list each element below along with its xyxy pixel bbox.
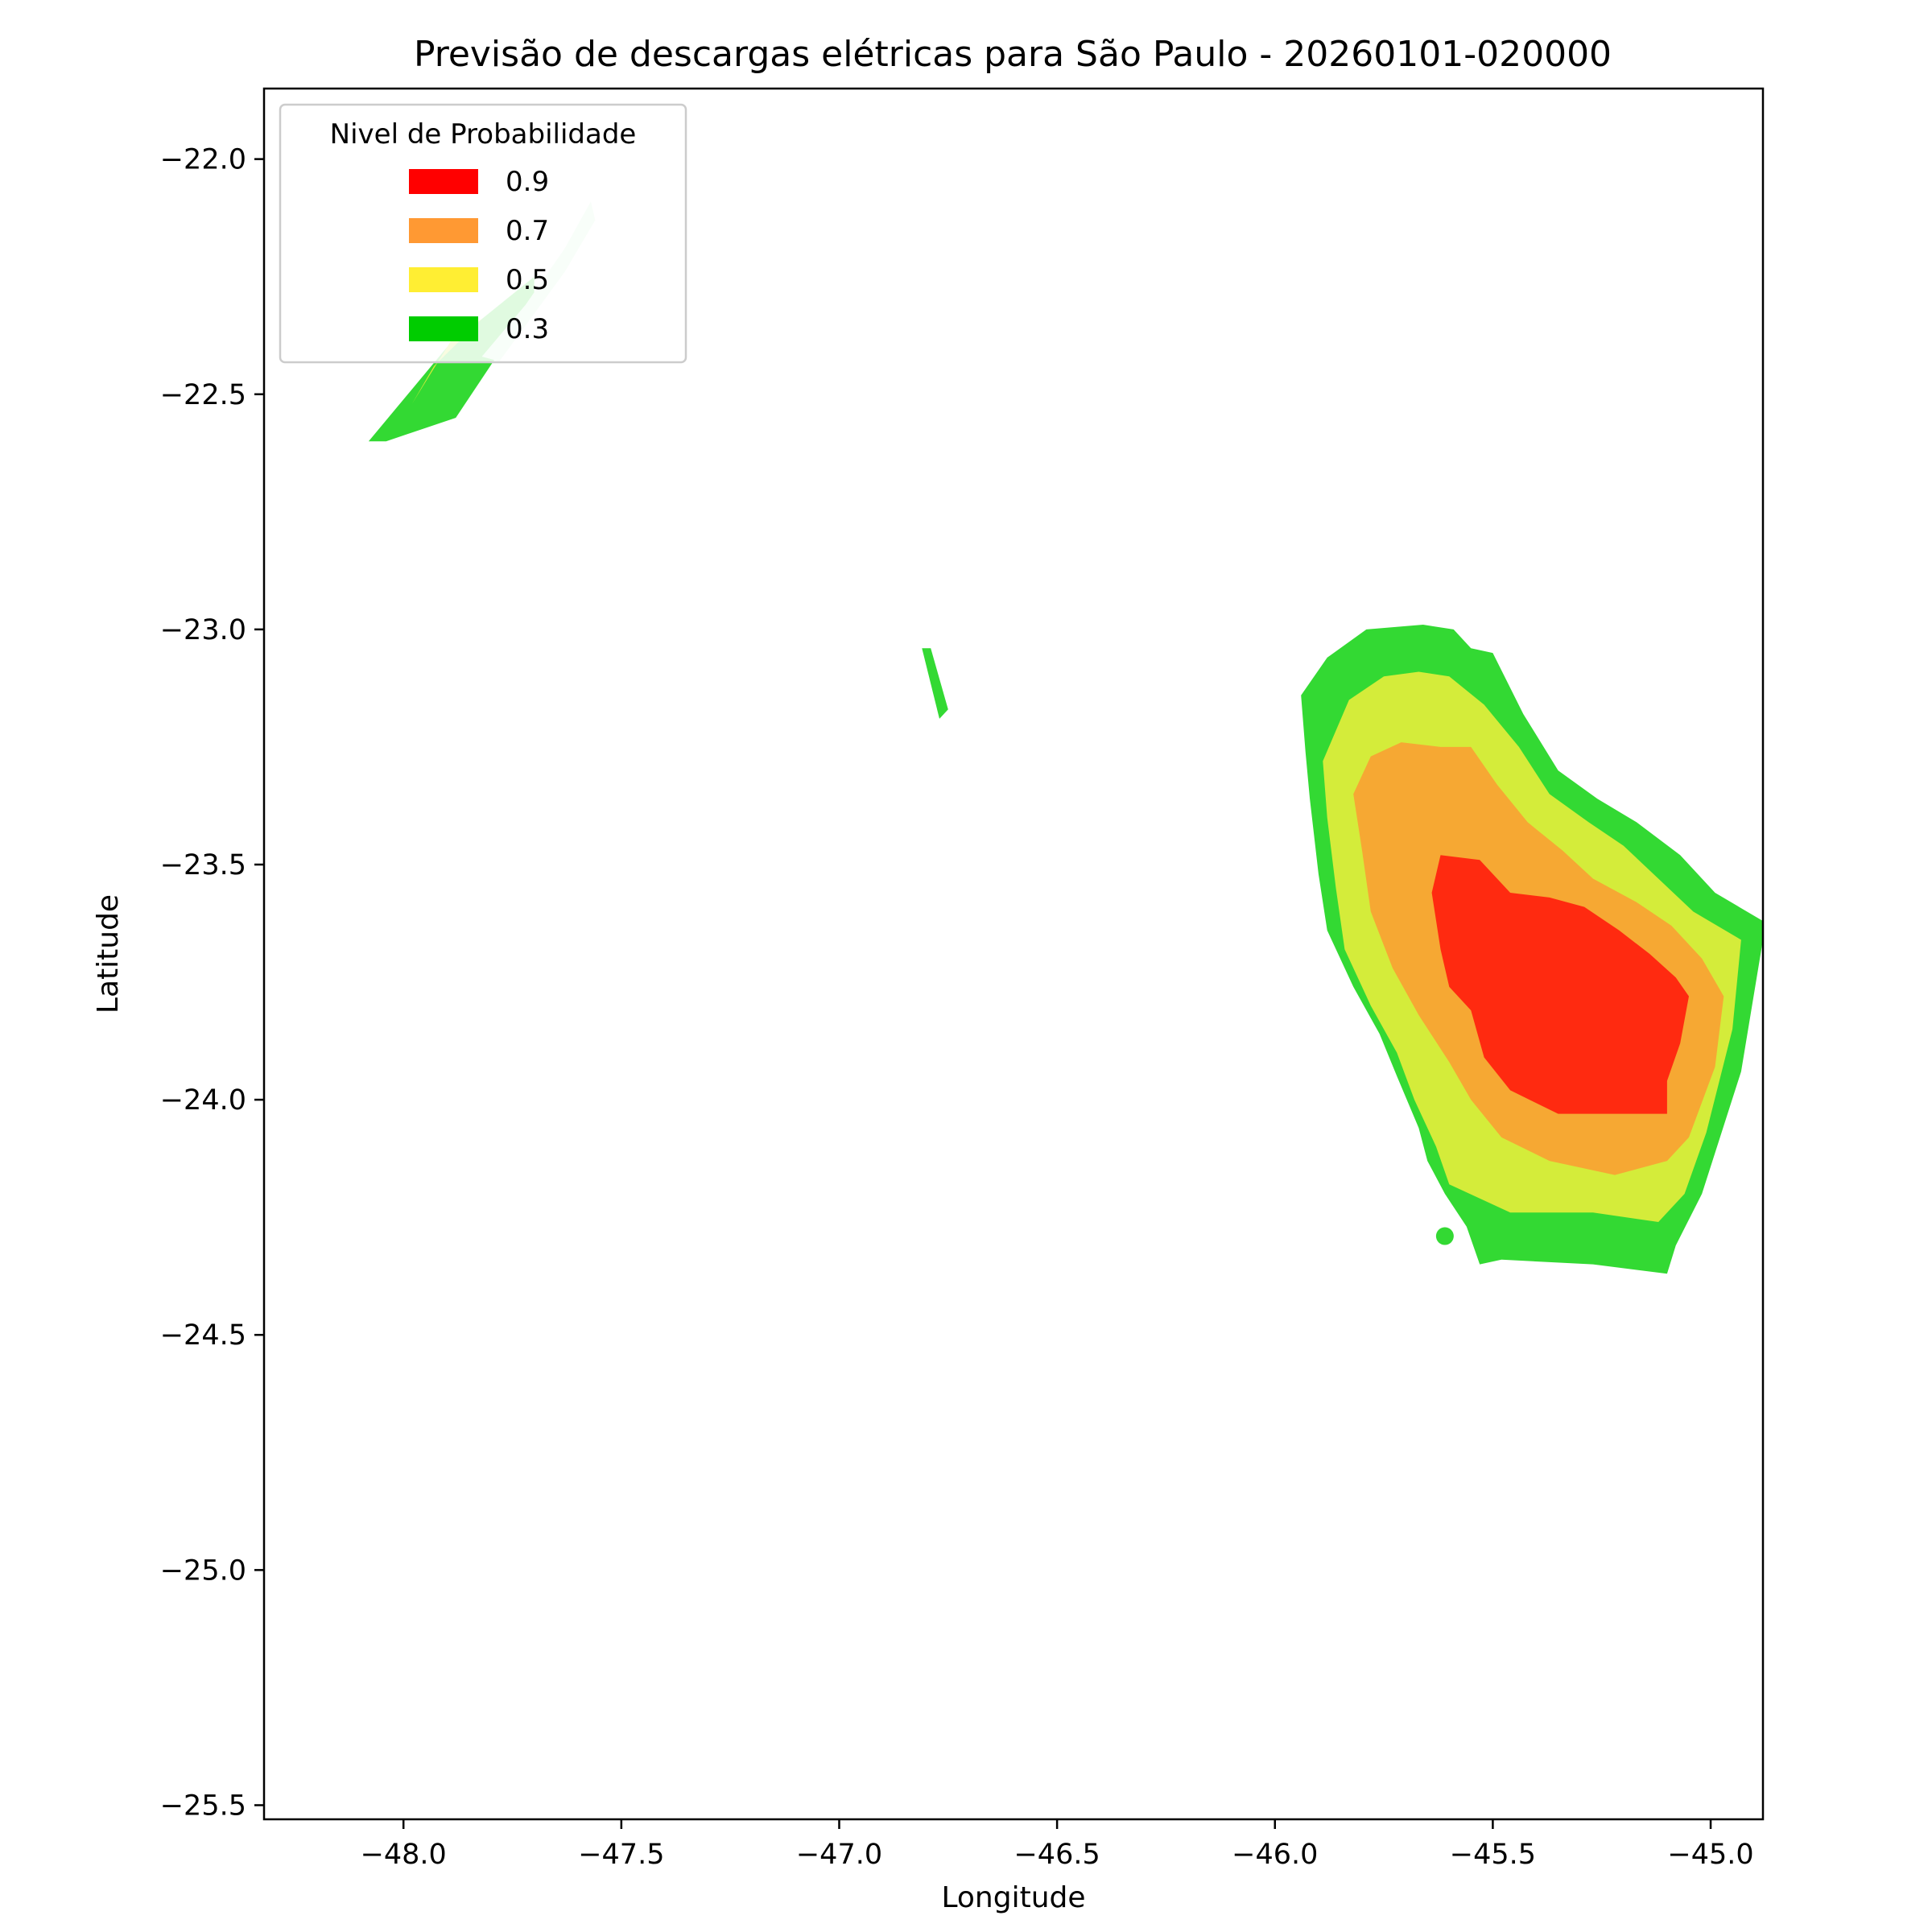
y-axis: −22.0 −22.5 −23.0 −23.5 −24.0 −24.5 −25.0 −25.5	[160, 144, 264, 1822]
x-tick-label: −47.5	[578, 1839, 664, 1871]
legend: Nivel de Probabilidade 0.9 0.7 0.5 0.3	[279, 103, 687, 364]
legend-label: 0.3	[506, 313, 549, 345]
y-tick-label: −22.0	[160, 144, 246, 176]
legend-swatch	[409, 169, 478, 194]
y-tick-label: −24.5	[160, 1319, 246, 1352]
x-tick-label: −48.0	[361, 1839, 447, 1871]
legend-label: 0.7	[506, 215, 549, 247]
y-tick-label: −25.0	[160, 1554, 246, 1587]
y-tick-label: −25.5	[160, 1790, 246, 1822]
plot-regions	[368, 201, 1763, 1274]
legend-swatch	[409, 267, 478, 292]
legend-box	[279, 103, 687, 364]
contour-spot-0	[1435, 1227, 1454, 1245]
legend-label: 0.5	[506, 264, 549, 296]
y-tick-label: −23.5	[160, 849, 246, 881]
plot-frame	[262, 87, 1765, 1821]
x-axis-label: Longitude	[941, 1881, 1085, 1914]
legend-label: 0.9	[506, 166, 549, 198]
y-tick-label: −24.0	[160, 1084, 246, 1117]
legend-swatch	[409, 316, 478, 341]
x-tick-label: −46.5	[1013, 1839, 1100, 1871]
chart-title: Previsão de descargas elétricas para São…	[414, 34, 1612, 75]
y-tick-label: −22.5	[160, 379, 246, 411]
x-tick-label: −45.0	[1667, 1839, 1753, 1871]
x-tick-label: −45.5	[1450, 1839, 1536, 1871]
x-tick-label: −47.0	[796, 1839, 882, 1871]
x-tick-label: −46.0	[1232, 1839, 1318, 1871]
x-axis: −48.0 −47.5 −47.0 −46.5 −46.0 −45.5 −45.0	[361, 1819, 1754, 1871]
legend-swatch	[409, 218, 478, 243]
contour-region-03-3	[922, 648, 948, 719]
y-tick-label: −23.0	[160, 614, 246, 646]
contour-region-09-7	[1431, 855, 1689, 1114]
legend-title: Nivel de Probabilidade	[330, 118, 637, 151]
y-axis-label: Latitude	[92, 894, 125, 1013]
